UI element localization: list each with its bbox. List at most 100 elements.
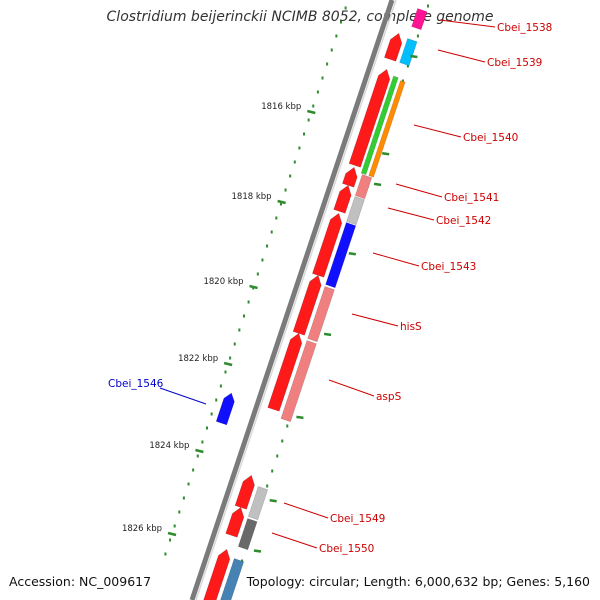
gene-label: Cbei_1542 (436, 215, 491, 227)
cds-arrow (312, 212, 343, 278)
scale-dot (256, 272, 259, 276)
gene-block-cbei-1542 (346, 196, 365, 226)
scale-tick-label: 1826 kbp (122, 524, 162, 534)
scale-dot (238, 328, 241, 332)
scale-dot (173, 524, 176, 528)
cds-arrow (225, 506, 245, 538)
feature-tick (373, 182, 382, 187)
scale-dot (266, 244, 269, 248)
cds-arrow (292, 274, 322, 336)
scale-dot (321, 76, 324, 80)
accession-text: Accession: NC_009617 (9, 574, 152, 589)
gene-block-cbei-1543 (325, 222, 357, 289)
feature-tick (323, 332, 332, 337)
cds-arrow (384, 32, 403, 62)
gene-block-cbei-1538 (411, 8, 428, 31)
gene-block-cbei-1541 (354, 174, 373, 200)
scale-dot (233, 342, 236, 346)
outer-dot (271, 469, 274, 473)
scale-dot (178, 510, 181, 514)
gene-block-asps (280, 340, 317, 423)
gene-block-cbei-1540-green (360, 75, 399, 176)
gene-label: Cbei_1549 (330, 513, 385, 525)
gene-block-next (220, 558, 245, 600)
cds-arrow (348, 68, 391, 168)
scale-dot (312, 104, 315, 108)
scale-dot (344, 6, 347, 10)
scale-dot (275, 216, 278, 220)
scale-dot (298, 146, 301, 150)
scale-major-tick (167, 531, 177, 537)
scale-dot (206, 426, 209, 430)
gene-label-leader (387, 207, 435, 221)
gene-block-cbei-1549 (247, 486, 269, 521)
feature-tick (253, 549, 262, 553)
scale-dot (303, 132, 306, 136)
scale-dot (182, 496, 185, 500)
scale-dot (224, 370, 227, 374)
scale-dot (187, 482, 190, 486)
scale-dot (270, 230, 273, 234)
feature-tick (348, 252, 357, 256)
scale-tick-label: 1818 kbp (232, 192, 272, 202)
scale-tick-label: 1816 kbp (261, 102, 301, 112)
scale-dot (215, 398, 218, 402)
scale-major-tick (306, 109, 316, 115)
gene-block-cbei-1539 (399, 38, 418, 67)
scale-dot (284, 188, 287, 192)
gene-label-leader (372, 252, 420, 267)
scale-dot (164, 552, 167, 556)
scale-dot (242, 314, 245, 318)
cds-arrow (342, 166, 358, 188)
scale-dot (279, 202, 282, 206)
scale-dot (330, 48, 333, 52)
scale-dot (169, 538, 172, 542)
gene-arrow-cbei-1546 (215, 392, 235, 426)
gene-label: Cbei_1550 (319, 543, 374, 555)
gene-label-leader (437, 49, 486, 63)
scale-dot (210, 412, 213, 416)
gene-label: Cbei_1540 (463, 132, 518, 144)
gene-label: Cbei_1538 (497, 22, 552, 34)
scale-dot (289, 174, 292, 178)
outer-dot (266, 484, 269, 488)
scale-dot (229, 356, 232, 360)
gene-label-leader (439, 19, 496, 28)
scale-dot (293, 160, 296, 164)
scale-dot (339, 20, 342, 24)
feature-tick (382, 152, 390, 156)
scale-dot (261, 258, 264, 262)
scale-major-tick (249, 284, 258, 290)
gene-label-leader (413, 124, 462, 138)
outer-dot (286, 424, 289, 428)
scale-dot (335, 34, 338, 38)
scale-tick-label: 1820 kbp (203, 277, 243, 287)
gene-label-leader (351, 313, 399, 327)
gene-label: Cbei_1543 (421, 261, 476, 273)
cds-arrow (267, 332, 303, 412)
feature-layer (203, 8, 428, 600)
gene-label: hisS (400, 321, 422, 333)
genome-backbone-edge (195, 0, 397, 600)
genome-backbone (189, 0, 395, 600)
gene-block-hiss (307, 286, 335, 343)
scale-dot (307, 118, 310, 122)
label-layer: Cbei_1538 Cbei_1539 Cbei_1540 Cbei_1541 Cbei… (108, 19, 552, 555)
gene-label: Cbei_1546 (108, 378, 164, 390)
scale-dot (196, 454, 199, 458)
gene-block-cbei-1550 (237, 518, 258, 551)
gene-label: Cbei_1539 (487, 57, 542, 69)
gene-label-leader (283, 502, 329, 519)
scale-dot (192, 468, 195, 472)
scale-dot (201, 440, 204, 444)
feature-tick (269, 498, 277, 503)
scale-dot (316, 90, 319, 94)
map-title: Clostridium beijerinckii NCIMB 8052, com… (106, 9, 494, 25)
scale-major-tick (277, 199, 286, 205)
gene-label-leader (159, 387, 207, 405)
gene-label: Cbei_1541 (444, 192, 499, 204)
gene-block-cbei-1540 (368, 80, 406, 178)
outer-dot (281, 439, 284, 443)
